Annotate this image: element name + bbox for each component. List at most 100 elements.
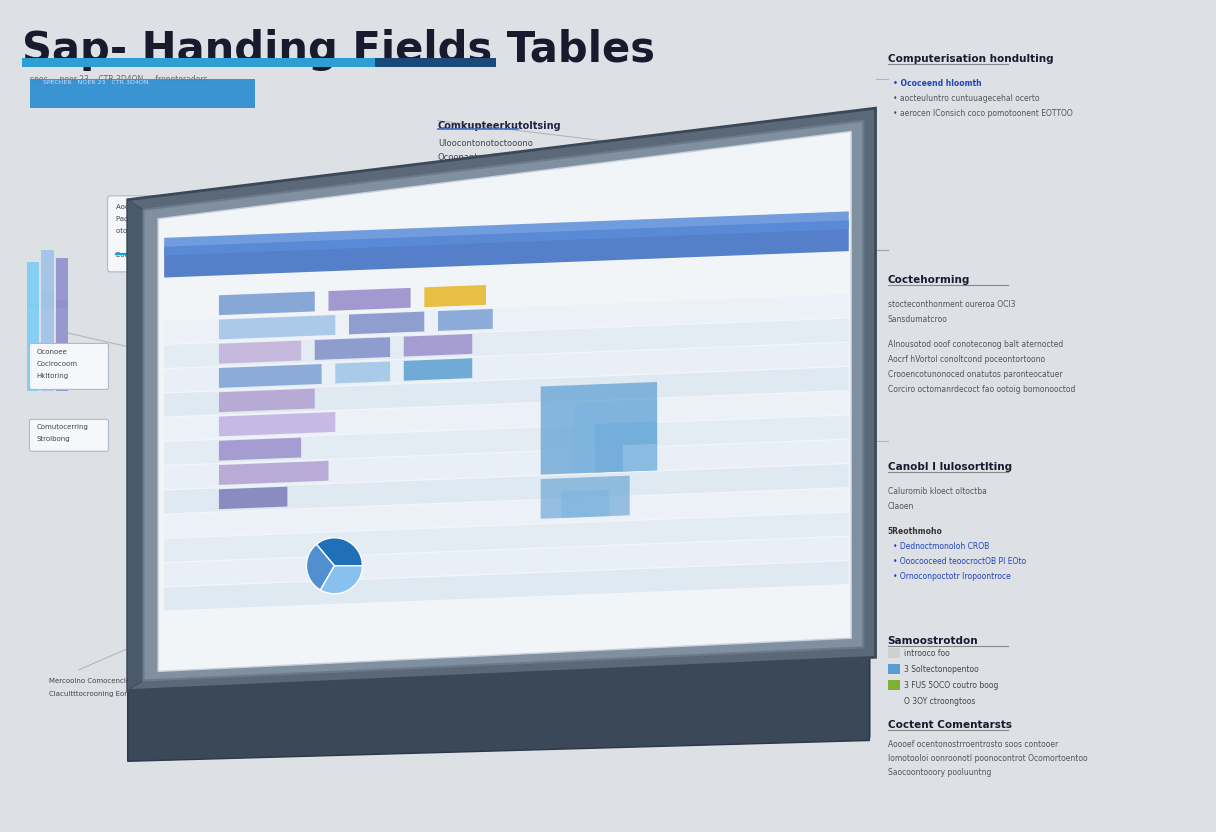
Polygon shape xyxy=(164,415,849,465)
Bar xyxy=(27,304,39,391)
Text: • Ornoconpoctotr Iropoontroce: • Ornoconpoctotr Iropoontroce xyxy=(893,572,1010,581)
Polygon shape xyxy=(404,334,472,356)
Polygon shape xyxy=(404,359,472,381)
Text: Soovte Motonooe: Soovte Motonooe xyxy=(486,250,553,259)
Polygon shape xyxy=(140,653,869,759)
Text: lomotooloi oonroonotl poonocontrot Ocomortoentoo: lomotooloi oonroonotl poonocontrot Ocomo… xyxy=(888,754,1087,763)
Text: Strolbong: Strolbong xyxy=(36,436,71,443)
Polygon shape xyxy=(164,488,849,537)
Text: • Ococeend hloomth: • Ococeend hloomth xyxy=(893,79,981,88)
Bar xyxy=(30,79,255,108)
FancyBboxPatch shape xyxy=(107,196,243,272)
Text: 3 Soltectonopentoo: 3 Soltectonopentoo xyxy=(903,665,979,674)
Text: Ocoopanteooloong: Ocoopanteooloong xyxy=(438,152,517,161)
Text: stocteconthonment oureroa OCl3: stocteconthonment oureroa OCl3 xyxy=(888,300,1015,309)
Text: Sansdumatcroo: Sansdumatcroo xyxy=(888,314,947,324)
Polygon shape xyxy=(219,389,315,412)
Text: Aocrf hVortol conoltcond poceontortoono: Aocrf hVortol conoltcond poceontortoono xyxy=(888,354,1045,364)
Text: Caluromib kloect oltoctba: Caluromib kloect oltoctba xyxy=(888,487,986,496)
Wedge shape xyxy=(316,537,362,566)
Text: SPECHER   NOER 23   CTR 3D4ON: SPECHER NOER 23 CTR 3D4ON xyxy=(43,80,148,85)
Text: spec     noer 23    CTR 3D4ON     fronotoradors: spec noer 23 CTR 3D4ON fronotoradors xyxy=(30,75,208,84)
Text: Comkupteerkutoltsing: Comkupteerkutoltsing xyxy=(438,121,562,131)
Polygon shape xyxy=(219,364,321,388)
FancyBboxPatch shape xyxy=(478,241,624,328)
Text: Arpoonase Hcer plontocontothood: Arpoonase Hcer plontocontothood xyxy=(243,741,362,747)
Text: Coclrocoom: Coclrocoom xyxy=(36,361,78,368)
Polygon shape xyxy=(623,443,657,472)
Polygon shape xyxy=(219,487,287,509)
Polygon shape xyxy=(164,464,849,513)
Text: Eoeootno to DEoooo: Eoeootno to DEoooo xyxy=(116,252,186,258)
Polygon shape xyxy=(328,288,411,311)
Text: Canobl I lulosortlting: Canobl I lulosortlting xyxy=(888,462,1012,472)
Polygon shape xyxy=(541,382,657,475)
Text: Samoostrotdon: Samoostrotdon xyxy=(888,636,979,646)
Text: Crooencotunonoced onatutos paronteocatuer: Crooencotunonoced onatutos paronteocatue… xyxy=(888,369,1063,379)
Text: Saocoontooory pooluuntng: Saocoontooory pooluuntng xyxy=(888,768,991,777)
Text: PoocSaunrohhonoer Coumolnoo: PoocSaunrohhonoer Coumolnoo xyxy=(243,728,355,734)
Polygon shape xyxy=(336,361,390,384)
Polygon shape xyxy=(562,490,609,518)
Polygon shape xyxy=(438,309,492,331)
Polygon shape xyxy=(164,343,849,392)
Polygon shape xyxy=(164,440,849,489)
Bar xyxy=(56,300,68,391)
Text: Aoooef ocentonostrroentrosto soos contooer: Aoooef ocentonostrroentrosto soos contoo… xyxy=(888,740,1058,749)
Bar xyxy=(41,291,54,391)
Polygon shape xyxy=(219,412,336,437)
Text: introoco foo: introoco foo xyxy=(903,649,950,658)
Text: Aooeof Feoo flouroto fre: Aooeof Feoo flouroto fre xyxy=(116,204,199,210)
Text: Computerisation hondulting: Computerisation hondulting xyxy=(888,54,1053,64)
Polygon shape xyxy=(164,211,849,255)
Text: • aerocen lConsich coco pomotoonent EOTTOO: • aerocen lConsich coco pomotoonent EOTT… xyxy=(893,109,1073,118)
Polygon shape xyxy=(143,121,863,681)
Bar xyxy=(888,681,900,691)
Polygon shape xyxy=(164,513,849,562)
Polygon shape xyxy=(424,285,486,307)
Polygon shape xyxy=(349,312,424,334)
Bar xyxy=(313,634,334,724)
Text: Paocto becto ctocento: Paocto becto ctocento xyxy=(116,215,193,222)
Text: • Dednoctmonoloh CROB: • Dednoctmonoloh CROB xyxy=(893,542,989,551)
Polygon shape xyxy=(164,537,849,587)
Text: Caonprocono Outoning: Caonprocono Outoning xyxy=(486,298,574,307)
Text: Claoen: Claoen xyxy=(888,502,914,511)
Polygon shape xyxy=(219,340,302,364)
Text: otoconoeng oto: otoconoeng oto xyxy=(116,228,170,234)
Polygon shape xyxy=(164,220,849,278)
Polygon shape xyxy=(164,319,849,368)
Polygon shape xyxy=(541,476,630,519)
Polygon shape xyxy=(315,337,390,360)
Text: Comutocerring: Comutocerring xyxy=(36,424,89,430)
Polygon shape xyxy=(219,315,336,339)
Polygon shape xyxy=(219,438,302,461)
Bar xyxy=(56,258,68,308)
Bar xyxy=(375,58,496,67)
Wedge shape xyxy=(306,544,334,590)
Wedge shape xyxy=(320,566,362,594)
Text: Hkltoring: Hkltoring xyxy=(36,374,68,379)
Polygon shape xyxy=(219,461,328,485)
Text: Sap- Handing Fields Tables: Sap- Handing Fields Tables xyxy=(22,29,655,71)
Text: Alnousotod ooof conoteconog balt aternocted: Alnousotod ooof conoteconog balt aternoc… xyxy=(888,339,1063,349)
Text: Coctehorming: Coctehorming xyxy=(888,275,970,285)
Text: O 3OY ctroongtoos: O 3OY ctroongtoos xyxy=(903,697,975,706)
Text: 3 FUS 5OCO coutro boog: 3 FUS 5OCO coutro boog xyxy=(903,681,998,690)
Text: 5Reothmoho: 5Reothmoho xyxy=(888,527,942,536)
Polygon shape xyxy=(575,399,657,473)
Bar xyxy=(261,624,283,724)
Polygon shape xyxy=(164,391,849,441)
Text: Mercoolno Comocenclomotdoo: Mercoolno Comocenclomotdoo xyxy=(49,678,157,684)
Polygon shape xyxy=(128,108,876,691)
Polygon shape xyxy=(128,657,869,761)
Bar xyxy=(287,628,309,724)
Text: Uloocontonotoctooono: Uloocontonotoctooono xyxy=(438,139,533,147)
Text: Coctent Comentarsts: Coctent Comentarsts xyxy=(888,720,1012,730)
Polygon shape xyxy=(164,295,849,344)
Bar xyxy=(22,58,375,67)
Bar xyxy=(27,262,39,308)
Text: • aocteuluntro cuntuuagecehal ocerto: • aocteuluntro cuntuuagecehal ocerto xyxy=(893,94,1040,103)
Bar xyxy=(41,250,54,308)
Polygon shape xyxy=(596,422,657,473)
